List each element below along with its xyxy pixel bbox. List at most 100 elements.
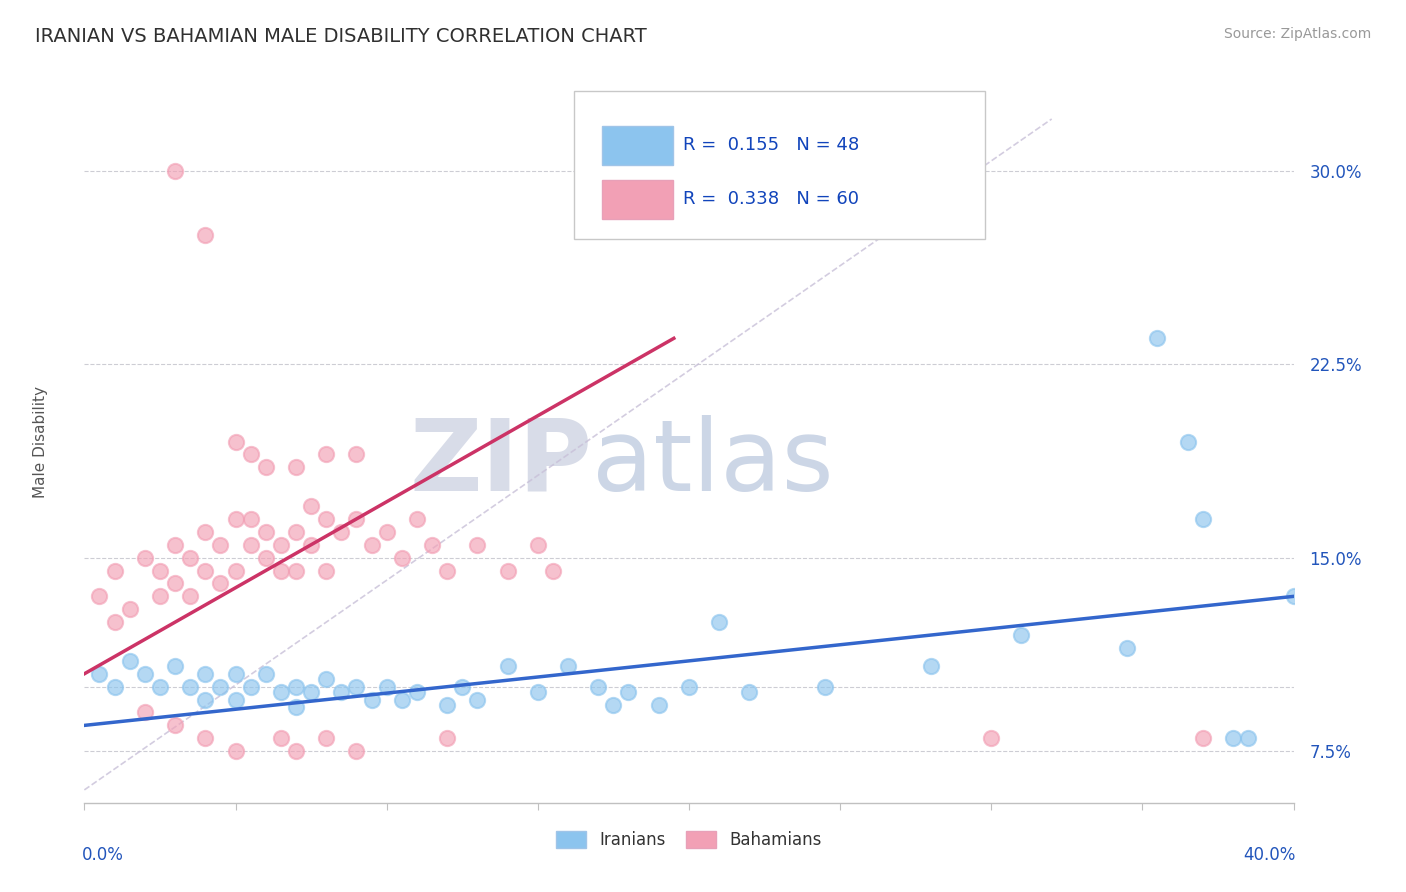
Text: 40.0%: 40.0%: [1243, 847, 1296, 864]
Text: Source: ZipAtlas.com: Source: ZipAtlas.com: [1223, 27, 1371, 41]
Point: [602, 698, 624, 712]
Point: [375, 680, 398, 694]
Point: [1192, 512, 1215, 526]
Point: [678, 680, 700, 694]
FancyBboxPatch shape: [574, 91, 986, 239]
Point: [239, 447, 262, 461]
Point: [179, 590, 201, 604]
Point: [420, 538, 443, 552]
Point: [225, 692, 247, 706]
Point: [920, 659, 942, 673]
Legend: Iranians, Bahamians: Iranians, Bahamians: [550, 824, 828, 856]
Text: R =  0.338   N = 60: R = 0.338 N = 60: [683, 191, 859, 209]
Point: [104, 615, 127, 630]
Point: [406, 512, 429, 526]
Point: [1116, 640, 1139, 655]
FancyBboxPatch shape: [602, 180, 673, 219]
Point: [270, 538, 292, 552]
Point: [299, 499, 322, 513]
Text: R =  0.155   N = 48: R = 0.155 N = 48: [683, 136, 859, 154]
Point: [391, 550, 413, 565]
Point: [814, 680, 837, 694]
Point: [194, 692, 217, 706]
Point: [648, 698, 671, 712]
Point: [165, 163, 187, 178]
Text: IRANIAN VS BAHAMIAN MALE DISABILITY CORRELATION CHART: IRANIAN VS BAHAMIAN MALE DISABILITY CORR…: [35, 27, 647, 45]
Point: [239, 538, 262, 552]
Point: [165, 538, 187, 552]
Point: [496, 564, 519, 578]
Point: [436, 731, 458, 746]
Point: [1282, 590, 1305, 604]
Point: [315, 447, 337, 461]
Point: [194, 666, 217, 681]
Point: [165, 718, 187, 732]
Point: [1011, 628, 1033, 642]
Point: [346, 512, 368, 526]
Text: 0.0%: 0.0%: [82, 847, 124, 864]
Point: [285, 460, 308, 475]
Point: [541, 564, 564, 578]
Point: [254, 666, 277, 681]
Point: [149, 564, 172, 578]
FancyBboxPatch shape: [602, 126, 673, 165]
Point: [436, 564, 458, 578]
Point: [209, 680, 232, 694]
Point: [467, 538, 489, 552]
Point: [209, 576, 232, 591]
Point: [270, 731, 292, 746]
Point: [980, 731, 1002, 746]
Point: [1146, 331, 1168, 345]
Point: [254, 460, 277, 475]
Point: [1222, 731, 1244, 746]
Point: [89, 666, 111, 681]
Point: [194, 524, 217, 539]
Point: [285, 700, 308, 714]
Point: [165, 576, 187, 591]
Point: [270, 564, 292, 578]
Point: [299, 685, 322, 699]
Point: [1177, 434, 1199, 449]
Point: [346, 744, 368, 758]
Point: [527, 538, 550, 552]
Point: [1237, 731, 1260, 746]
Point: [709, 615, 731, 630]
Text: atlas: atlas: [592, 415, 834, 512]
Point: [346, 680, 368, 694]
Point: [285, 680, 308, 694]
Point: [375, 524, 398, 539]
Point: [225, 564, 247, 578]
Point: [315, 512, 337, 526]
Point: [315, 731, 337, 746]
Point: [194, 731, 217, 746]
Point: [299, 538, 322, 552]
Point: [360, 538, 382, 552]
Point: [104, 680, 127, 694]
Point: [179, 550, 201, 565]
Point: [406, 685, 429, 699]
Point: [165, 659, 187, 673]
Point: [254, 524, 277, 539]
Point: [617, 685, 640, 699]
Point: [225, 666, 247, 681]
Point: [225, 744, 247, 758]
Point: [315, 564, 337, 578]
Text: Male Disability: Male Disability: [34, 385, 48, 498]
Point: [239, 512, 262, 526]
Point: [194, 228, 217, 243]
Point: [179, 680, 201, 694]
Point: [149, 680, 172, 694]
Point: [346, 447, 368, 461]
Point: [118, 602, 141, 616]
Point: [239, 680, 262, 694]
Point: [588, 680, 610, 694]
Point: [194, 564, 217, 578]
Point: [285, 524, 308, 539]
Point: [315, 672, 337, 686]
Point: [134, 666, 156, 681]
Point: [557, 659, 579, 673]
Point: [360, 692, 382, 706]
Point: [496, 659, 519, 673]
Point: [391, 692, 413, 706]
Point: [134, 706, 156, 720]
